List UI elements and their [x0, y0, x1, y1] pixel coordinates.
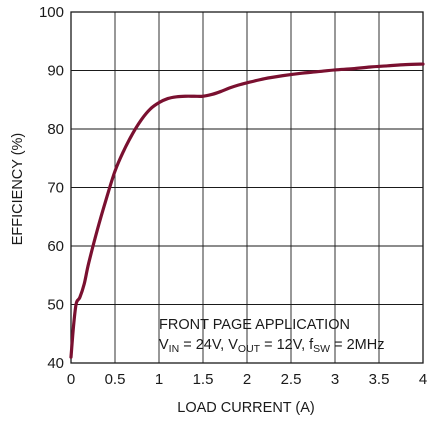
y-axis-title: EFFICIENCY (%) [10, 133, 26, 246]
x-tick-label: 3 [331, 371, 339, 388]
annotation-line-2: VIN = 24V, VOUT = 12V, fSW = 2MHz [159, 337, 384, 355]
x-tick-label: 4 [419, 371, 427, 388]
x-tick-label: 3.5 [369, 371, 390, 388]
y-tick-label: 50 [47, 297, 64, 314]
x-tick-label: 1 [155, 371, 163, 388]
y-tick-label: 90 [47, 63, 64, 80]
x-tick-label: 1.5 [193, 371, 214, 388]
y-tick-label: 60 [47, 238, 64, 255]
x-tick-label: 2.5 [281, 371, 302, 388]
annotation-line-1: FRONT PAGE APPLICATION [159, 317, 350, 333]
y-tick-label: 80 [47, 121, 64, 138]
chart-annotation: FRONT PAGE APPLICATION VIN = 24V, VOUT =… [159, 317, 384, 355]
x-tick-label: 0.5 [105, 371, 126, 388]
x-tick-label: 2 [243, 371, 251, 388]
y-tick-label: 40 [47, 355, 64, 372]
x-axis-ticks: 0 0.5 1 1.5 2 2.5 3 3.5 4 [67, 371, 427, 388]
y-axis-ticks: 40 50 60 70 80 90 100 [39, 4, 64, 372]
x-tick-label: 0 [67, 371, 75, 388]
y-tick-label: 70 [47, 180, 64, 197]
x-axis-title: LOAD CURRENT (A) [177, 400, 315, 416]
grid [71, 12, 423, 363]
y-tick-label: 100 [39, 4, 64, 21]
efficiency-curve [69, 62, 425, 359]
plot-frame [70, 11, 424, 364]
